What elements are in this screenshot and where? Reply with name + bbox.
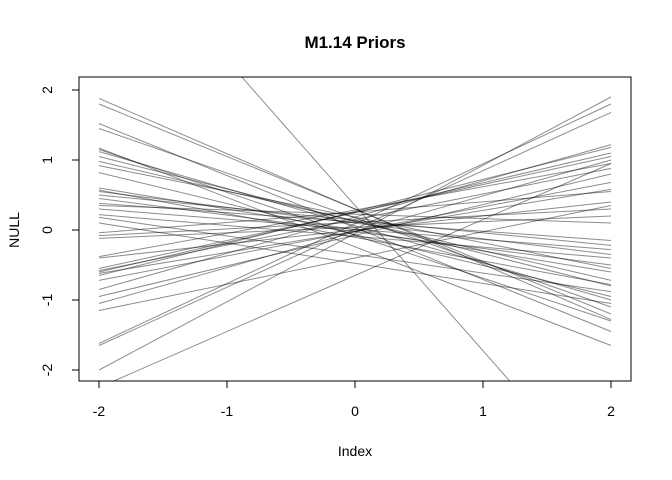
x-tick-label: 1	[479, 403, 487, 419]
prior-line-13	[98, 189, 612, 286]
series-lines	[98, 77, 612, 381]
prior-line-23	[98, 191, 612, 234]
prior-line-5	[98, 147, 612, 346]
prior-line-17	[98, 202, 612, 241]
prior-line-20	[98, 214, 612, 259]
prior-line-27	[98, 201, 612, 259]
prior-line-21	[98, 216, 612, 293]
y-tick-label: 2	[39, 86, 55, 94]
chart-title: M1.14 Priors	[304, 33, 405, 52]
prior-line-33	[98, 181, 612, 281]
prior-line-30	[98, 152, 612, 273]
prior-line-8	[98, 156, 612, 287]
prior-line-2	[98, 103, 612, 315]
prior-line-38	[98, 111, 612, 346]
prior-line-37	[98, 205, 612, 311]
prior-line-26	[98, 163, 612, 258]
x-tick-label: -2	[93, 403, 106, 419]
x-tick-label: -1	[221, 403, 234, 419]
prior-line-10	[98, 165, 612, 269]
prior-line-3	[98, 123, 612, 332]
prior-line-34	[98, 144, 612, 290]
prior-line-14	[98, 191, 612, 255]
prior-line-36	[98, 159, 612, 304]
prior-line-24	[98, 208, 612, 237]
prior-line-6	[98, 149, 612, 322]
prior-line-32	[98, 146, 612, 276]
prior-line-12	[98, 187, 612, 273]
x-axis-label: Index	[338, 443, 372, 459]
prior-line-39	[98, 103, 612, 344]
y-tick-label: 1	[39, 156, 55, 164]
prior-line-42	[241, 77, 511, 381]
prior-line-25	[98, 215, 612, 239]
prior-line-16	[98, 198, 612, 266]
prior-line-41	[112, 163, 612, 381]
prior-line-15	[98, 194, 612, 246]
prior-line-19	[98, 208, 612, 251]
prior-line-9	[98, 160, 612, 281]
prior-line-31	[98, 188, 612, 274]
prior-line-7	[98, 151, 612, 301]
prior-line-22	[98, 222, 612, 304]
y-tick-label: -2	[39, 364, 55, 377]
y-axis-label: NULL	[6, 212, 22, 248]
prior-line-40	[98, 96, 612, 371]
prior-line-29	[98, 167, 612, 272]
x-tick-label: 0	[351, 403, 359, 419]
prior-line-11	[98, 172, 612, 297]
prior-line-28	[98, 156, 612, 269]
prior-line-1	[98, 97, 612, 321]
axes: -2 -1 0 1 2 -2 -1 0 1 2	[39, 76, 632, 419]
prior-line-18	[98, 205, 612, 224]
y-tick-label: -1	[39, 294, 55, 307]
prior-line-35	[98, 173, 612, 297]
y-tick-label: 0	[39, 226, 55, 234]
prior-line-4	[98, 128, 612, 308]
x-tick-label: 2	[607, 403, 615, 419]
